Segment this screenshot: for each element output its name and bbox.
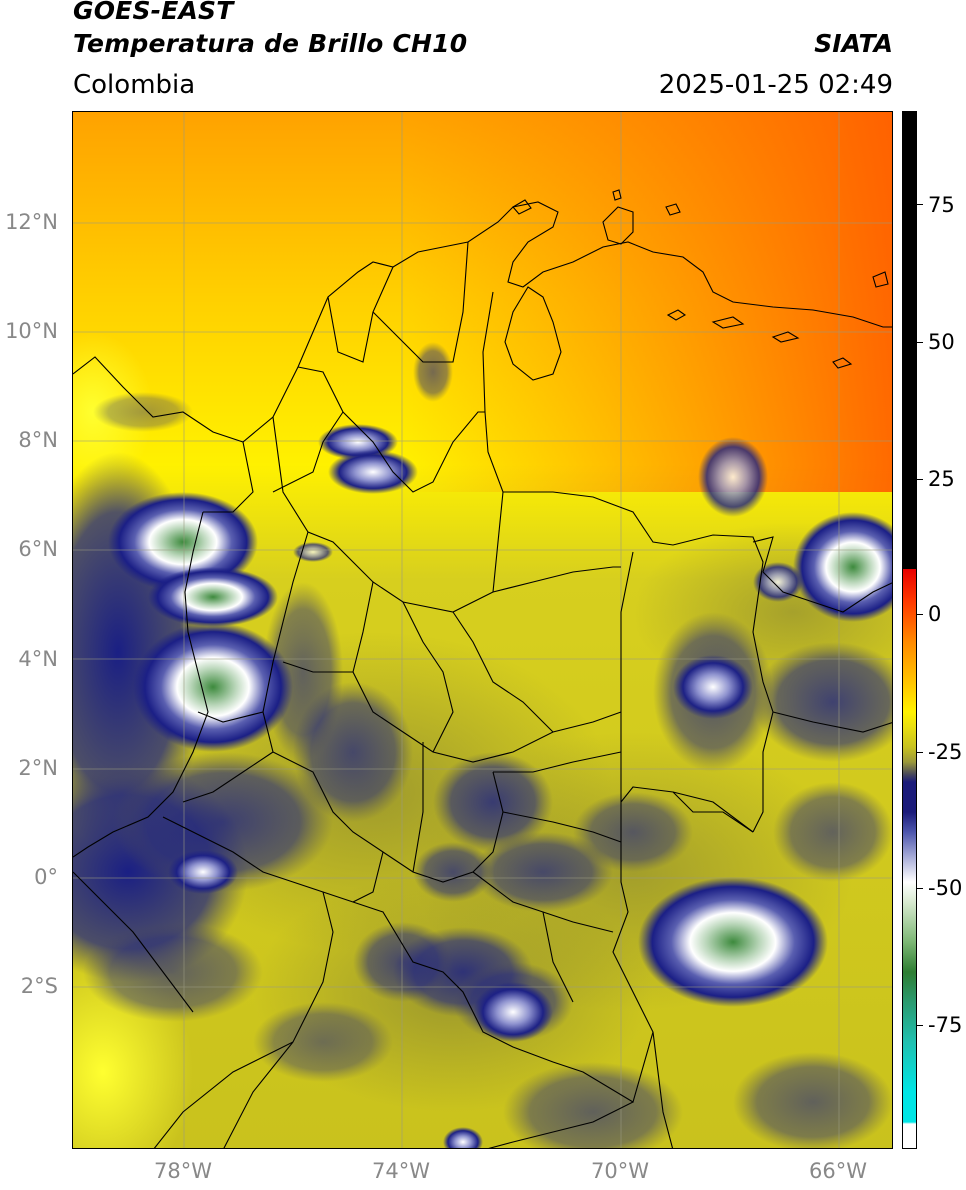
colorbar-label-0: 0 <box>928 602 942 626</box>
lon-label-70w: 70°W <box>591 1159 649 1183</box>
lat-label-2s: 2°S <box>20 974 58 998</box>
lat-label-10n: 10°N <box>5 319 58 343</box>
colorbar-tick <box>917 614 923 615</box>
lat-label-2n: 2°N <box>18 756 58 780</box>
colorbar-tick <box>917 342 923 343</box>
colorbar-label-neg50: -50 <box>928 876 963 900</box>
colorbar-tick <box>917 479 923 480</box>
colorbar-label-75: 75 <box>928 193 955 217</box>
colorbar-tick <box>917 204 923 205</box>
lat-label-12n: 12°N <box>5 210 58 234</box>
satellite-map[interactable] <box>72 111 893 1149</box>
colorbar-label-neg75: -75 <box>928 1013 963 1037</box>
lat-label-4n: 4°N <box>18 647 58 671</box>
lat-label-0: 0° <box>34 865 58 889</box>
colorbar-tick <box>917 888 923 889</box>
colorbar-tick <box>917 752 923 753</box>
timestamp-label: 2025-01-25 02:49 <box>658 70 893 100</box>
colorbar-tick <box>917 1025 923 1026</box>
product-title: Temperatura de Brillo CH10 <box>73 29 468 58</box>
satellite-title: GOES-EAST <box>73 0 234 25</box>
lon-label-74w: 74°W <box>372 1159 430 1183</box>
lat-label-8n: 8°N <box>18 428 58 452</box>
lon-label-66w: 66°W <box>809 1159 867 1183</box>
colorbar <box>902 111 917 1149</box>
colorbar-label-50: 50 <box>928 330 955 354</box>
region-label: Colombia <box>73 70 196 100</box>
lon-label-78w: 78°W <box>154 1159 212 1183</box>
lat-label-6n: 6°N <box>18 537 58 561</box>
credit-label: SIATA <box>814 29 893 58</box>
colorbar-label-neg25: -25 <box>928 740 963 764</box>
colorbar-label-25: 25 <box>928 467 955 491</box>
